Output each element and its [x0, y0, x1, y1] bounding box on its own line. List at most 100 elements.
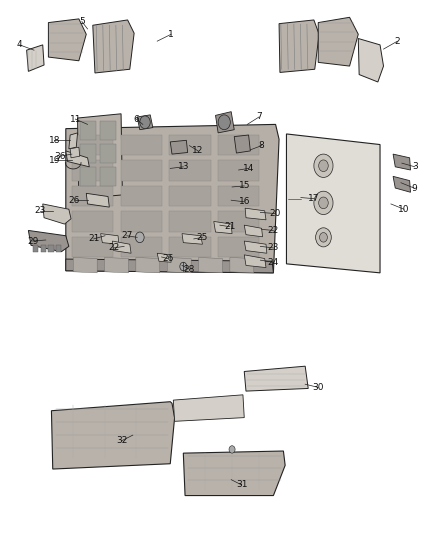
Polygon shape: [120, 186, 162, 206]
Circle shape: [319, 160, 328, 172]
Text: 23: 23: [268, 244, 279, 253]
Text: 6: 6: [134, 115, 139, 124]
Polygon shape: [48, 19, 86, 61]
Polygon shape: [86, 193, 110, 207]
Text: 10: 10: [398, 205, 410, 214]
Polygon shape: [28, 230, 69, 252]
Text: 27: 27: [121, 231, 132, 240]
Polygon shape: [120, 160, 162, 181]
Text: 31: 31: [236, 480, 247, 489]
Polygon shape: [113, 241, 131, 253]
Polygon shape: [279, 20, 319, 72]
Polygon shape: [73, 257, 97, 273]
Circle shape: [314, 191, 333, 215]
Text: 28: 28: [184, 265, 195, 273]
Polygon shape: [93, 20, 134, 73]
Text: 16: 16: [239, 197, 250, 206]
Polygon shape: [358, 38, 384, 82]
Polygon shape: [234, 135, 251, 153]
Text: 25: 25: [197, 233, 208, 242]
Polygon shape: [72, 237, 113, 257]
Text: 17: 17: [308, 194, 320, 203]
Polygon shape: [198, 257, 223, 273]
Polygon shape: [170, 140, 187, 154]
Text: 2: 2: [395, 37, 400, 46]
Text: 26: 26: [69, 196, 80, 205]
Circle shape: [229, 446, 235, 453]
Polygon shape: [120, 237, 162, 257]
Polygon shape: [120, 212, 162, 231]
Polygon shape: [80, 144, 96, 163]
Text: 1: 1: [168, 30, 174, 39]
Polygon shape: [244, 241, 267, 253]
Text: 13: 13: [177, 163, 189, 171]
Text: 18: 18: [49, 136, 60, 145]
Polygon shape: [120, 135, 162, 155]
Polygon shape: [170, 212, 211, 231]
Polygon shape: [69, 133, 78, 149]
Text: 23: 23: [34, 206, 46, 215]
Polygon shape: [173, 395, 244, 421]
Text: 8: 8: [259, 141, 265, 150]
Polygon shape: [51, 402, 175, 469]
Polygon shape: [214, 221, 232, 233]
Polygon shape: [72, 212, 113, 231]
Polygon shape: [66, 259, 273, 273]
Text: 3: 3: [412, 163, 418, 171]
Text: 9: 9: [411, 183, 417, 192]
Text: 7: 7: [256, 112, 262, 122]
Polygon shape: [70, 147, 80, 158]
Polygon shape: [100, 167, 116, 187]
Circle shape: [319, 197, 328, 209]
Polygon shape: [72, 186, 113, 206]
Circle shape: [180, 262, 187, 271]
Polygon shape: [72, 135, 113, 155]
Polygon shape: [244, 225, 262, 237]
Polygon shape: [48, 245, 53, 252]
Polygon shape: [170, 160, 211, 181]
Polygon shape: [100, 120, 116, 140]
Polygon shape: [215, 112, 234, 133]
Polygon shape: [66, 151, 89, 167]
Text: 22: 22: [108, 244, 119, 253]
Polygon shape: [218, 135, 259, 155]
Polygon shape: [218, 160, 259, 181]
Text: 4: 4: [17, 41, 22, 50]
Text: 20: 20: [269, 209, 280, 218]
Text: 15: 15: [239, 181, 250, 190]
Text: 22: 22: [268, 226, 279, 235]
Polygon shape: [244, 255, 266, 268]
Polygon shape: [244, 366, 308, 391]
Text: 30: 30: [312, 383, 324, 392]
Polygon shape: [245, 208, 266, 220]
Polygon shape: [80, 167, 96, 187]
Polygon shape: [184, 451, 285, 496]
Circle shape: [218, 115, 230, 130]
Polygon shape: [33, 245, 38, 252]
Circle shape: [316, 228, 331, 247]
Polygon shape: [66, 124, 279, 273]
Polygon shape: [80, 120, 96, 140]
Polygon shape: [230, 257, 254, 273]
Polygon shape: [318, 17, 358, 66]
Polygon shape: [56, 245, 61, 252]
Polygon shape: [43, 204, 71, 224]
Polygon shape: [41, 245, 46, 252]
Polygon shape: [393, 176, 410, 192]
Polygon shape: [218, 237, 259, 257]
Polygon shape: [72, 160, 113, 181]
Text: 14: 14: [243, 164, 254, 173]
Circle shape: [320, 232, 327, 242]
Text: 36: 36: [54, 152, 66, 161]
Polygon shape: [170, 135, 211, 155]
Polygon shape: [137, 115, 153, 130]
Polygon shape: [167, 257, 191, 273]
Polygon shape: [170, 186, 211, 206]
Text: 24: 24: [268, 258, 279, 266]
Polygon shape: [27, 45, 44, 71]
Circle shape: [135, 232, 144, 243]
Text: 21: 21: [88, 235, 99, 244]
Text: 5: 5: [79, 17, 85, 26]
Polygon shape: [170, 237, 211, 257]
Circle shape: [314, 154, 333, 177]
